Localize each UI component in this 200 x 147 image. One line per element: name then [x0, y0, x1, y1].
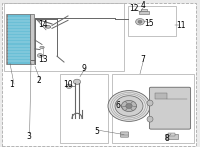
Bar — [165, 134, 178, 139]
Circle shape — [126, 104, 132, 108]
Text: 15: 15 — [144, 19, 154, 28]
Bar — [7, 14, 30, 64]
Ellipse shape — [147, 116, 153, 122]
Text: 2: 2 — [37, 76, 41, 85]
FancyBboxPatch shape — [149, 87, 191, 129]
FancyBboxPatch shape — [2, 4, 196, 146]
Text: 1: 1 — [10, 80, 14, 88]
Text: 4: 4 — [141, 1, 145, 10]
Text: 10: 10 — [63, 80, 73, 89]
FancyBboxPatch shape — [4, 4, 124, 71]
Ellipse shape — [40, 46, 44, 49]
FancyBboxPatch shape — [128, 6, 176, 36]
Circle shape — [138, 20, 142, 23]
Text: 13: 13 — [38, 55, 48, 64]
Text: 3: 3 — [27, 132, 31, 141]
FancyBboxPatch shape — [112, 74, 194, 143]
Text: 8: 8 — [165, 135, 169, 143]
Bar — [141, 9, 147, 11]
Text: 12: 12 — [129, 4, 139, 13]
Text: 6: 6 — [116, 101, 120, 110]
Text: 9: 9 — [82, 64, 86, 73]
Bar — [6, 14, 7, 64]
Bar — [139, 11, 149, 14]
Text: 14: 14 — [38, 20, 48, 29]
Text: 7: 7 — [141, 55, 145, 64]
Circle shape — [108, 91, 150, 121]
Circle shape — [37, 54, 43, 57]
Text: 5: 5 — [95, 127, 99, 136]
FancyBboxPatch shape — [60, 74, 108, 143]
Text: 11: 11 — [176, 21, 186, 30]
Circle shape — [136, 19, 144, 25]
Circle shape — [121, 100, 137, 112]
Bar — [30, 14, 34, 64]
Circle shape — [73, 79, 81, 85]
Bar — [155, 93, 167, 99]
Ellipse shape — [147, 100, 153, 106]
Circle shape — [115, 96, 143, 116]
Bar — [168, 133, 175, 136]
FancyBboxPatch shape — [120, 132, 129, 137]
Ellipse shape — [45, 26, 51, 28]
Circle shape — [66, 84, 72, 88]
